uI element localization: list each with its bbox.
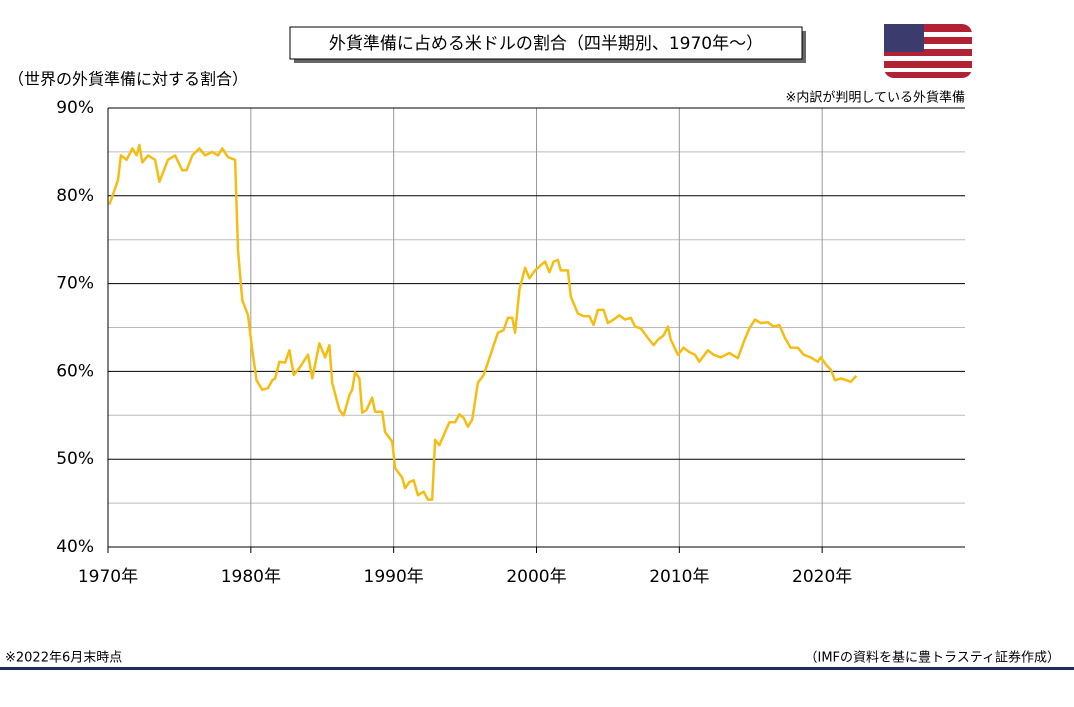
x-tick-label: 1970年 [78,567,138,587]
y-tick-label: 90% [56,98,94,118]
x-tick-label: 2000年 [506,567,566,587]
y-tick-label: 60% [56,361,94,381]
data-line [108,143,858,501]
y-tick-label: 40% [56,537,94,557]
bottom-rule [0,667,1074,670]
footnote: ※2022年6月末時点 [5,651,122,666]
note: ※内訳が判明している外貨準備 [785,90,965,106]
chart-title: 外貨準備に占める米ドルの割合（四半期別、1970年～） [329,34,763,54]
y-axis-label: （世界の外貨準備に対する割合） [8,70,248,89]
x-tick-label: 2020年 [792,567,852,587]
x-tick-label: 1980年 [221,567,281,587]
y-tick-label: 80% [56,186,94,206]
title-box [289,26,803,60]
y-tick-label: 50% [56,449,94,469]
y-tick-label: 70% [56,274,94,294]
x-tick-label: 2010年 [649,567,709,587]
flag [884,24,972,78]
x-tick-label: 1990年 [364,567,424,587]
source: （IMFの資料を基に豊トラスティ証券作成） [805,650,1061,666]
